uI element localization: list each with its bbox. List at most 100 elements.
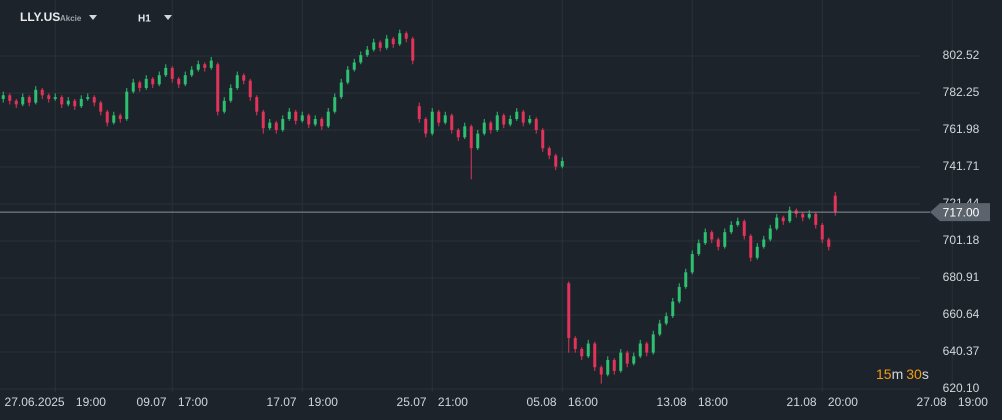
candle-body (365, 49, 369, 56)
candle-body (385, 38, 389, 48)
candle-body (21, 97, 25, 105)
candle-body (710, 232, 714, 240)
candle-body (157, 75, 161, 85)
candle-body (833, 195, 837, 213)
candle-body (86, 97, 90, 99)
candle-body (79, 98, 83, 107)
candle-body (229, 87, 233, 101)
candle-body (755, 246, 759, 258)
candle-body (749, 235, 753, 258)
candle-body (248, 80, 252, 98)
candle-body (268, 122, 272, 129)
candle-body (118, 115, 122, 120)
candle-body (131, 82, 135, 92)
candle-body (125, 91, 129, 120)
candle-body (573, 338, 577, 349)
candle-body (625, 352, 629, 364)
candle-body (404, 33, 408, 39)
candle-body (534, 119, 538, 130)
candle-body (326, 111, 330, 127)
candle-body (352, 62, 356, 70)
candle-body (515, 111, 519, 120)
candle-body (73, 100, 77, 107)
candle-body (489, 122, 493, 130)
candle-body (820, 224, 824, 240)
countdown-seconds: 30 (906, 366, 922, 382)
y-tick-label: 782.25 (943, 85, 980, 99)
candles (1, 29, 837, 384)
candle-body (482, 122, 486, 134)
countdown-minutes-unit: m (892, 366, 904, 382)
candle-body (775, 217, 779, 229)
candle-body (443, 115, 447, 123)
candle-body (53, 97, 57, 99)
candle-body (294, 111, 298, 121)
candle-body (619, 352, 623, 371)
candle-body (827, 239, 831, 247)
x-tick-label: 17.07 19:00 (267, 395, 339, 409)
candle-body (190, 69, 194, 76)
countdown-minutes: 15 (876, 366, 892, 382)
candle-body (807, 213, 811, 218)
candle-body (528, 119, 532, 123)
candle-body (456, 129, 460, 138)
y-tick-label: 620.10 (943, 381, 980, 395)
candle-body (242, 75, 246, 81)
candle-body (255, 97, 259, 112)
candle-body (781, 217, 785, 222)
candle-body (554, 155, 558, 167)
candle-body (203, 64, 207, 68)
candle-body (469, 126, 473, 149)
candle-body (801, 213, 805, 218)
candle-body (664, 316, 668, 324)
candle-body (580, 348, 584, 357)
timeframe-dropdown[interactable] (164, 15, 172, 20)
candle-body (346, 69, 350, 83)
candle-body (14, 100, 18, 105)
labels: 802.52782.25761.98741.71721.44701.18680.… (0, 48, 990, 409)
candle-body (320, 119, 324, 127)
candle-body (645, 343, 649, 353)
candle-body (424, 119, 428, 134)
x-tick-label: 13.08 18:00 (657, 395, 729, 409)
candle-body (1, 95, 5, 99)
candle-body (8, 95, 12, 101)
y-tick-label: 680.91 (943, 270, 980, 284)
candle-body (677, 286, 681, 302)
candle-body (66, 100, 70, 105)
candle-body (612, 359, 616, 371)
candle-body (300, 115, 304, 121)
candle-body (502, 115, 506, 125)
candle-body (196, 64, 200, 70)
candle-body (736, 221, 740, 225)
candle-body (183, 75, 187, 85)
candle-body (411, 38, 415, 61)
candle-body (768, 228, 772, 240)
x-tick-label: 21.08 20:00 (787, 395, 859, 409)
candle-body (671, 301, 675, 317)
symbol-dropdown[interactable] (89, 15, 97, 20)
candle-body (27, 97, 31, 103)
candle-body (372, 42, 376, 50)
candle-body (567, 283, 571, 339)
candle-body (151, 78, 155, 85)
candle-body (222, 100, 226, 112)
candle-body (476, 133, 480, 149)
candle-body (690, 254, 694, 273)
candle-body (34, 89, 38, 103)
timeframe[interactable]: H1 (138, 14, 151, 25)
candle-body (359, 55, 363, 63)
symbol[interactable]: LLY.US (20, 10, 60, 24)
x-tick-label: 27.06.2025 19:00 (5, 395, 107, 409)
candle-body (47, 95, 51, 99)
y-tick-label: 701.18 (943, 233, 980, 247)
last-price-label: 717.00 (943, 205, 980, 219)
candle-body (138, 82, 142, 88)
candle-body (378, 42, 382, 48)
candle-body (560, 160, 564, 167)
candle-body (313, 119, 317, 125)
candle-body (281, 119, 285, 130)
countdown: 15m 30s (876, 366, 929, 382)
candle-body (521, 111, 525, 123)
